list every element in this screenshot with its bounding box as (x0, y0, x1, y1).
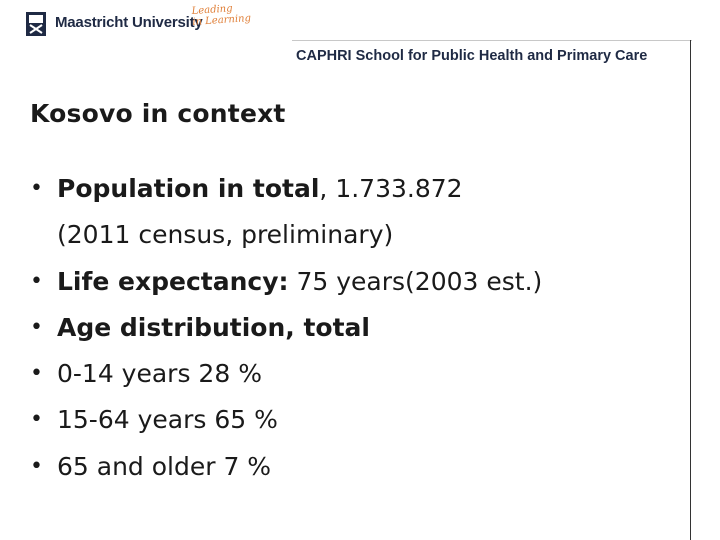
bullet-text: (2011 census, preliminary) (57, 220, 394, 250)
university-tagline: Leading in Learning (191, 2, 251, 28)
bullet-icon: • (30, 314, 43, 340)
bullet-bold: Life expectancy: (57, 266, 289, 296)
bullet-icon: • (30, 361, 43, 387)
bullet-text: 15-64 years 65 % (57, 405, 278, 435)
university-logo-icon (26, 12, 46, 36)
bullet-item-age-65-plus: • 65 and older 7 % (30, 444, 690, 490)
bullet-continuation: (2011 census, preliminary) (30, 212, 690, 258)
school-name: CAPHRI School for Public Health and Prim… (296, 48, 648, 64)
bullet-text: 65 and older 7 % (57, 451, 272, 481)
bullet-list: • Population in total, 1.733.872 (2011 c… (30, 166, 690, 490)
bullet-icon: • (30, 453, 43, 479)
bullet-text: , 1.733.872 (319, 174, 463, 203)
bullet-item-age-distribution: • Age distribution, total (30, 305, 690, 351)
bullet-bold: Age distribution, total (57, 312, 371, 342)
bullet-item-life-expectancy: • Life expectancy: 75 years(2003 est.) (30, 259, 690, 305)
bullet-bold: Population in total (57, 174, 320, 203)
slide-title: Kosovo in context (30, 99, 286, 128)
bullet-icon: • (30, 407, 43, 433)
bullet-item-age-0-14: • 0-14 years 28 % (30, 351, 690, 397)
bullet-item-population: • Population in total, 1.733.872 (30, 166, 690, 212)
bullet-text: 0-14 years 28 % (57, 359, 262, 389)
right-border (690, 40, 691, 540)
bullet-text: 75 years(2003 est.) (288, 266, 543, 296)
bullet-item-age-15-64: • 15-64 years 65 % (30, 397, 690, 443)
bullet-icon: • (30, 268, 43, 294)
university-name: Maastricht University (55, 14, 203, 31)
header-divider (292, 40, 692, 41)
bullet-icon: • (30, 176, 43, 201)
